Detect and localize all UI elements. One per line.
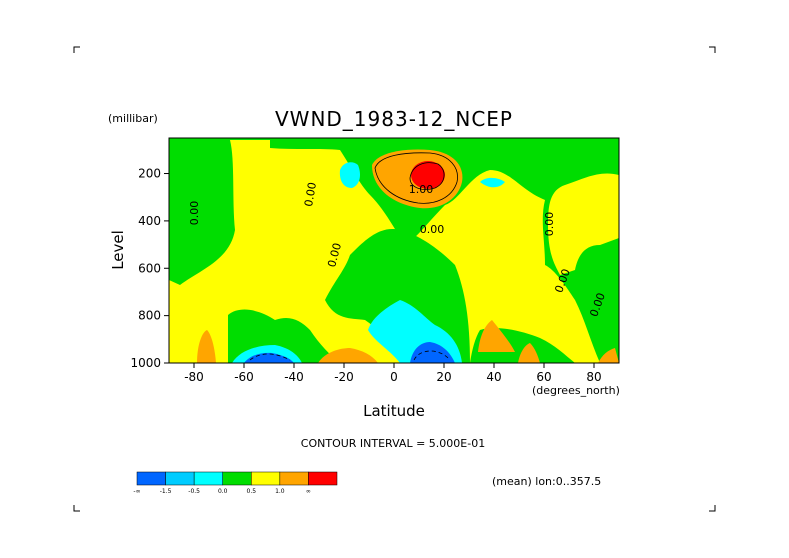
y-axis-ticks: 200 400 600 800 1000 xyxy=(130,167,169,370)
x-tick-label: -60 xyxy=(234,370,254,384)
crop-mark-top-right xyxy=(709,46,716,53)
colorbar-swatch xyxy=(251,471,281,486)
contour-label: 0.00 xyxy=(302,181,319,207)
contour-interval-text: CONTOUR INTERVAL = 5.000E-01 xyxy=(301,437,485,450)
colorbar-swatch xyxy=(279,471,309,486)
contour-lines xyxy=(249,152,458,361)
colorbar-swatch xyxy=(222,471,252,486)
x-tick-label: 40 xyxy=(486,370,501,384)
contour-label: 1.00 xyxy=(409,183,434,196)
contour-labels: 0.00 0.00 0.00 0.00 0.00 0.00 0.00 1.00 xyxy=(188,181,608,318)
orange-region-north-mid xyxy=(478,320,515,352)
colorbar-label: ∞ xyxy=(306,488,311,495)
contour-line-south-surface xyxy=(249,353,291,361)
colorbar-swatch xyxy=(308,471,338,486)
x-tick-label: 0 xyxy=(390,370,398,384)
cyan-region-north-upper xyxy=(480,177,505,188)
x-axis-title: Latitude xyxy=(363,402,425,420)
y-tick-label: 600 xyxy=(138,261,161,275)
y-axis-title: Level xyxy=(109,230,127,270)
colorbar: -∞ -1.5 -0.5 0.0 0.5 1.0 ∞ xyxy=(133,471,338,495)
x-tick-label: 60 xyxy=(536,370,551,384)
blue-region-equator xyxy=(410,342,455,363)
crop-marks xyxy=(73,46,716,512)
x-tick-label: -80 xyxy=(184,370,204,384)
crop-mark-top-left xyxy=(73,46,80,53)
orange-region-polar-surface xyxy=(598,348,619,363)
y-tick-label: 200 xyxy=(138,167,161,181)
contour-label: 0.00 xyxy=(325,242,344,269)
mean-text: (mean) lon:0..357.5 xyxy=(492,475,601,488)
colorbar-label: -0.5 xyxy=(188,488,200,495)
contour-line-equator-surface xyxy=(413,350,451,361)
y-axis-unit: (millibar) xyxy=(108,112,158,125)
x-axis-unit: (degrees_north) xyxy=(532,384,620,397)
green-region-left-lower xyxy=(169,138,195,240)
colorbar-swatch xyxy=(136,471,166,486)
y-tick-label: 400 xyxy=(138,214,161,228)
contour-line-jet-outer xyxy=(374,152,458,204)
cyan-region-south-upper xyxy=(339,162,360,188)
colorbar-label: -1.5 xyxy=(160,488,172,495)
x-tick-label: 20 xyxy=(436,370,451,384)
contour-line-jet-inner xyxy=(409,162,445,190)
x-tick-label: -40 xyxy=(284,370,304,384)
contour-label: 0.00 xyxy=(188,201,201,226)
y-tick-label: 1000 xyxy=(130,356,161,370)
contour-label: 0.00 xyxy=(543,212,556,237)
x-axis-ticks: -80 -60 -40 -20 0 20 40 60 80 xyxy=(184,363,602,384)
contour-label: 0.00 xyxy=(420,223,445,236)
crop-mark-bottom-right xyxy=(709,505,716,512)
orange-region-south-mid xyxy=(318,348,378,363)
red-region-jet-core xyxy=(411,161,445,189)
orange-region-north-surface xyxy=(518,343,540,363)
colorbar-label: 1.0 xyxy=(275,488,285,495)
plot-area xyxy=(169,138,619,363)
blue-region-south-surface xyxy=(244,352,294,363)
x-tick-label: 80 xyxy=(586,370,601,384)
y-tick-label: 800 xyxy=(138,309,161,323)
crop-mark-bottom-left xyxy=(73,505,80,512)
chart-title: VWND_1983-12_NCEP xyxy=(275,107,513,131)
colorbar-label: -∞ xyxy=(133,488,140,495)
colorbar-swatch xyxy=(165,471,195,486)
colorbar-label: 0.5 xyxy=(247,488,257,495)
orange-region-south-surface xyxy=(197,330,216,363)
colorbar-swatch xyxy=(193,471,223,486)
x-tick-label: -20 xyxy=(334,370,354,384)
colorbar-label: 0.0 xyxy=(218,488,228,495)
